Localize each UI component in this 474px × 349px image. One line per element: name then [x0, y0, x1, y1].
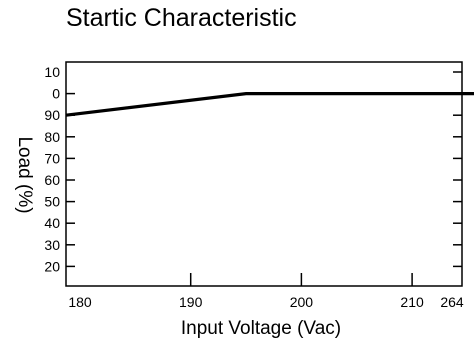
- series-layer: [66, 94, 474, 286]
- y-tick-label: 90: [44, 107, 60, 123]
- y-tick-label: 40: [44, 215, 60, 231]
- series-line: [66, 94, 474, 286]
- y-axis-label: Load (%): [13, 136, 35, 213]
- y-tick-label: 20: [44, 258, 60, 274]
- x-axis-label: Input Voltage (Vac): [0, 318, 474, 340]
- x-tick-label: 200: [290, 294, 314, 310]
- plot-frame: [66, 62, 462, 286]
- x-tick-label: 180: [68, 294, 92, 310]
- x-tick-label: 190: [179, 294, 203, 310]
- y-tick-label: 50: [44, 194, 60, 210]
- y-tick-label: 0: [52, 86, 60, 102]
- y-tick-label: 70: [44, 150, 60, 166]
- y-tick-label: 30: [44, 237, 60, 253]
- y-tick-label: 10: [44, 64, 60, 80]
- y-tick-label: 60: [44, 172, 60, 188]
- x-tick-label: 264: [440, 294, 464, 310]
- x-ticks: 180190200210220230240250264: [68, 273, 474, 310]
- y-tick-label: 80: [44, 129, 60, 145]
- x-tick-label: 210: [400, 294, 424, 310]
